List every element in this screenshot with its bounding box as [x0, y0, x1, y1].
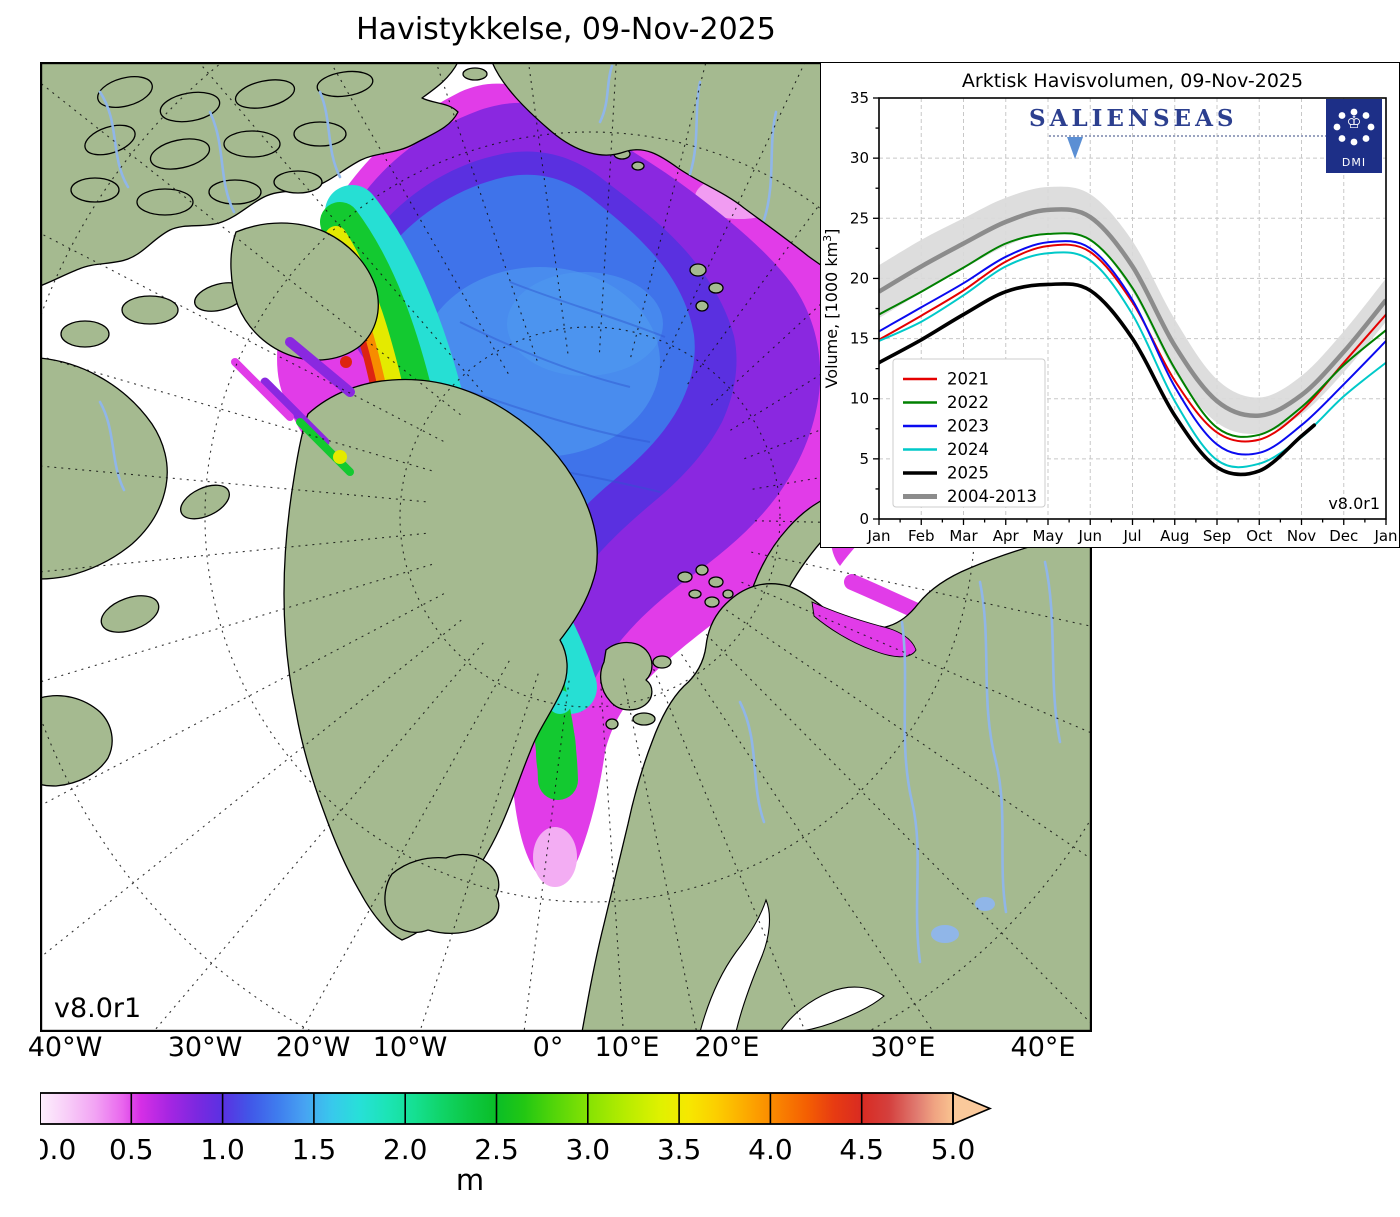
colorbar-tick-label: 1.0: [200, 1133, 245, 1166]
land-greenland: [283, 378, 598, 941]
chart-x-tick-label: Feb: [908, 527, 935, 545]
chart-y-tick-label: 35: [850, 89, 869, 107]
salienseas-logo: SALIENSEAS: [1029, 105, 1238, 132]
colorbar-tick-label: 5.0: [931, 1133, 976, 1166]
chart-y-tick-label: 10: [850, 390, 869, 408]
lon-label: 30°W: [167, 1032, 243, 1063]
lake: [975, 897, 995, 911]
chart-y-tick-label: 15: [850, 330, 869, 348]
lon-label: 0°: [532, 1032, 564, 1063]
legend-label: 2004-2013: [947, 487, 1037, 506]
chart-x-tick-label: Jan: [1373, 527, 1397, 545]
chart-y-tick-label: 25: [850, 209, 869, 227]
colorbar-tick-label: 0.0: [40, 1133, 76, 1166]
chart-legend-box: [892, 358, 1046, 508]
series-2025: [879, 282, 1316, 477]
land-left-edge: [40, 695, 113, 787]
land-arctic-archipelago: [60, 67, 488, 633]
chart-y-tick-label: 0: [859, 510, 869, 528]
lon-label: 40°W: [27, 1032, 103, 1063]
series-2023: [879, 240, 1386, 456]
dmi-crown-icon: ♔: [1346, 113, 1362, 133]
chart-y-axis-label: Volume, [1000 km3]: [821, 229, 841, 389]
colorbar-tick-label: 1.5: [292, 1133, 337, 1166]
chart-y-tick-label: 30: [850, 149, 869, 167]
colorbar-tick-label: 4.0: [748, 1133, 793, 1166]
chart-x-tick-label: Oct: [1246, 527, 1272, 545]
lon-label: 40°E: [1010, 1032, 1076, 1063]
legend-label: 2024: [947, 440, 989, 459]
colorbar-tick-label: 3.5: [657, 1133, 702, 1166]
legend-label: 2023: [947, 417, 989, 436]
land-svalbard: [599, 641, 672, 730]
white-sea-ice: [811, 601, 917, 658]
lon-label: 20°E: [694, 1032, 760, 1063]
ice-volume-inset-chart: Jan Feb Mar Apr May Jun Jul Aug Sep Oct Nov Dec Jan 0…: [820, 62, 1400, 548]
colorbar-tick-label: 3.0: [566, 1133, 611, 1166]
chart-y-tick-label: 5: [859, 450, 869, 468]
legend-label: 2021: [947, 370, 989, 389]
lon-label: 30°E: [870, 1032, 936, 1063]
chart-svg: Jan Feb Mar Apr May Jun Jul Aug Sep Oct Nov Dec Jan0…: [821, 70, 1398, 545]
chart-title: Arktisk Havisvolumen, 09-Nov-2025: [962, 70, 1303, 92]
land-european-russia-scandinavia: [581, 529, 1092, 1032]
ice-green-tongue: [536, 707, 576, 797]
ice-lightblue: [507, 272, 663, 376]
colorbar-tick-label: 2.5: [474, 1133, 519, 1166]
chart-version-label: v8.0r1: [1328, 494, 1380, 513]
map-version-label: v8.0r1: [54, 993, 141, 1024]
dmi-logo-text: DMI: [1341, 156, 1367, 169]
dmi-logo: ♔ DMI: [1326, 99, 1382, 173]
chart-y-tick-label: 20: [850, 269, 869, 287]
thickness-colorbar: 0.0 0.5 1.0 1.5 2.0 2.5 3.0 3.5 4.0 4.5 5.0: [32, 1089, 1050, 1213]
chart-x-tick-label: Dec: [1329, 527, 1358, 545]
inland-seas: [699, 601, 995, 1032]
longitude-labels: 40°W 30°W 20°W 10°W 0° 10°E 20°E 30°E 40°E: [0, 1032, 1400, 1068]
lon-label: 10°E: [594, 1032, 660, 1063]
chart-x-tick-label: Jun: [1078, 527, 1102, 545]
lon-label: 10°W: [372, 1032, 448, 1063]
land-ellesmere: [230, 222, 379, 361]
land-baffin: [40, 357, 168, 580]
chart-x-tick-label: Nov: [1287, 527, 1316, 545]
series-2022: [879, 232, 1386, 438]
colorbar-svg: 0.0 0.5 1.0 1.5 2.0 2.5 3.0 3.5 4.0 4.5 5.0: [32, 1091, 993, 1166]
legend-label: 2022: [947, 393, 989, 412]
land-iceland: [384, 853, 500, 935]
chart-x-tick-label: Apr: [993, 527, 1020, 545]
series-2004-2013: [879, 207, 1386, 418]
colorbar-unit-label: m: [455, 1163, 485, 1197]
colorbar-tick-label: 0.5: [109, 1133, 154, 1166]
gulf-of-bothnia: [699, 898, 771, 1032]
chart-x-tick-label: Jul: [1122, 527, 1141, 545]
chart-x-tick-label: May: [1032, 527, 1063, 545]
land-franz-josef: [677, 564, 734, 608]
series-2021: [879, 243, 1386, 443]
baltic-sea: [779, 986, 885, 1032]
chart-x-tick-label: Jan: [866, 527, 890, 545]
salienseas-iceberg-icon: [1067, 137, 1083, 159]
colorbar-tick-label: 2.0: [383, 1133, 428, 1166]
chart-x-tick-label: Mar: [949, 527, 978, 545]
chart-x-tick-label: Aug: [1160, 527, 1189, 545]
strait-ice: [231, 337, 355, 476]
chart-x-tick-label: Sep: [1203, 527, 1231, 545]
page-title: Havistykkelse, 09-Nov-2025: [356, 12, 776, 47]
salienseas-tagline-rule: [1049, 135, 1339, 137]
ice-pink-tongue-tip: [533, 827, 577, 887]
lake: [931, 925, 959, 943]
legend-label: 2025: [947, 464, 989, 483]
colorbar-tick-label: 4.5: [839, 1133, 884, 1166]
dmi-logo-dots: [1333, 108, 1375, 146]
lon-label: 20°W: [275, 1032, 351, 1063]
